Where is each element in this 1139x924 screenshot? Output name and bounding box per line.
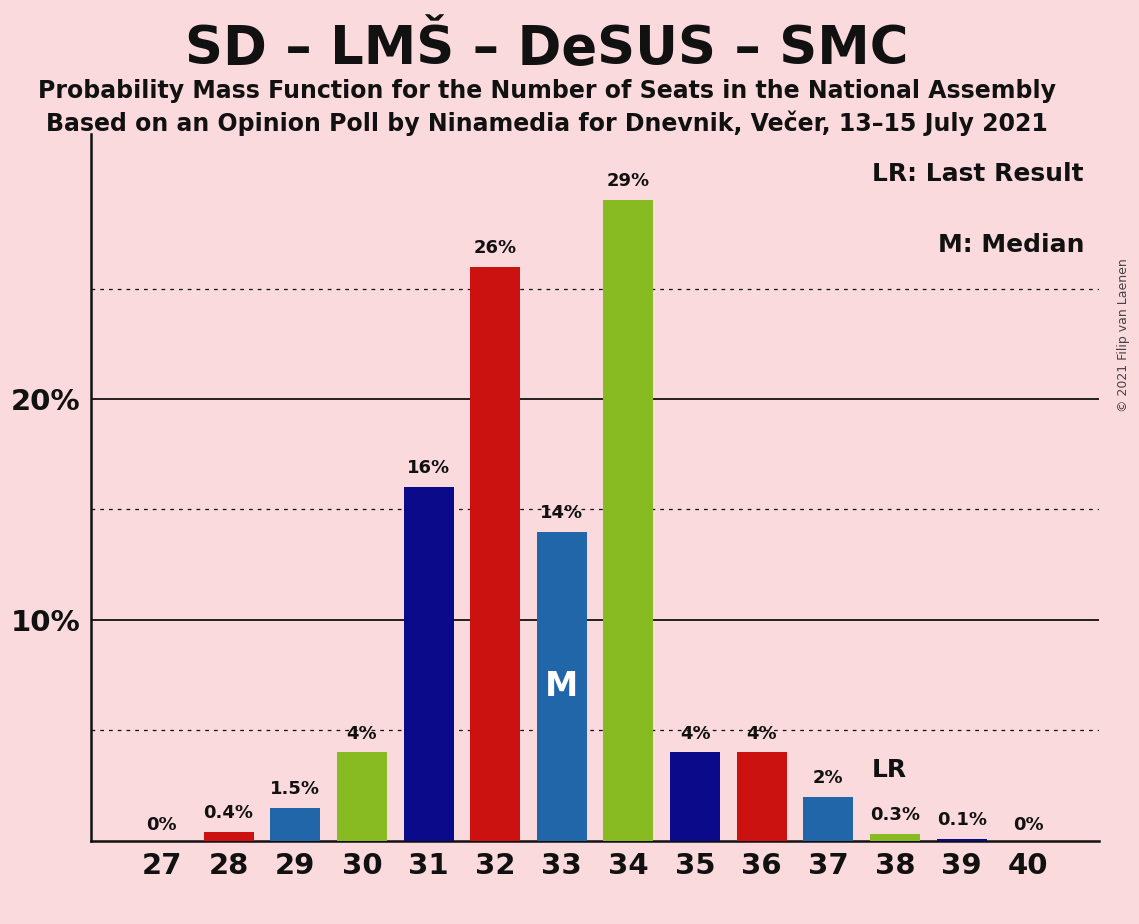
Bar bbox=[870, 834, 920, 841]
Text: 0.4%: 0.4% bbox=[204, 804, 254, 822]
Text: 0%: 0% bbox=[147, 816, 178, 834]
Text: 4%: 4% bbox=[746, 724, 777, 743]
Text: LR: Last Result: LR: Last Result bbox=[872, 163, 1084, 187]
Text: © 2021 Filip van Laenen: © 2021 Filip van Laenen bbox=[1117, 259, 1130, 412]
Text: 2%: 2% bbox=[813, 769, 844, 786]
Text: SD – LMŠ – DeSUS – SMC: SD – LMŠ – DeSUS – SMC bbox=[185, 23, 909, 75]
Bar bbox=[604, 201, 654, 841]
Bar bbox=[670, 752, 720, 841]
Bar bbox=[270, 808, 320, 841]
Text: 4%: 4% bbox=[346, 724, 377, 743]
Text: 16%: 16% bbox=[407, 459, 450, 478]
Text: 26%: 26% bbox=[474, 238, 517, 257]
Text: 0.3%: 0.3% bbox=[870, 807, 920, 824]
Text: 0%: 0% bbox=[1013, 816, 1043, 834]
Text: 0.1%: 0.1% bbox=[936, 810, 986, 829]
Text: 1.5%: 1.5% bbox=[270, 780, 320, 797]
Text: 4%: 4% bbox=[680, 724, 711, 743]
Text: 14%: 14% bbox=[540, 504, 583, 522]
Bar bbox=[204, 832, 254, 841]
Bar bbox=[470, 266, 521, 841]
Text: 29%: 29% bbox=[607, 172, 650, 190]
Bar bbox=[737, 752, 787, 841]
Bar bbox=[803, 796, 853, 841]
Text: M: M bbox=[546, 670, 579, 703]
Text: M: Median: M: Median bbox=[937, 233, 1084, 257]
Text: LR: LR bbox=[871, 759, 907, 782]
Bar bbox=[536, 531, 587, 841]
Bar bbox=[403, 488, 453, 841]
Text: Based on an Opinion Poll by Ninamedia for Dnevnik, Večer, 13–15 July 2021: Based on an Opinion Poll by Ninamedia fo… bbox=[46, 111, 1048, 137]
Bar bbox=[337, 752, 387, 841]
Text: Probability Mass Function for the Number of Seats in the National Assembly: Probability Mass Function for the Number… bbox=[38, 79, 1056, 103]
Bar bbox=[936, 839, 986, 841]
